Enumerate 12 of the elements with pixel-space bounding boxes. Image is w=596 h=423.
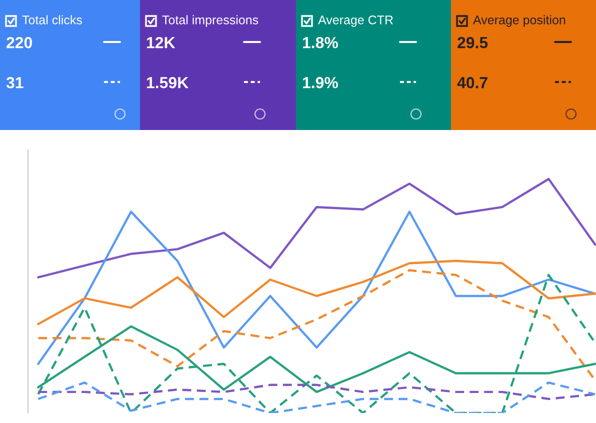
- text: 1.9%: [303, 76, 338, 88]
- text: 40.7: [457, 76, 488, 88]
- text: Average CTR: [318, 16, 393, 27]
- text: 220: [6, 36, 32, 48]
- text: 31: [6, 76, 24, 88]
- text: Average position: [473, 15, 566, 27]
- text: 29.5: [458, 36, 488, 48]
- text: Total impressions: [162, 15, 258, 27]
- text: 1.8%: [303, 36, 338, 48]
- text: 1.59K: [147, 76, 188, 88]
- text: Total clicks: [22, 15, 82, 24]
- text: 12K: [147, 36, 176, 48]
